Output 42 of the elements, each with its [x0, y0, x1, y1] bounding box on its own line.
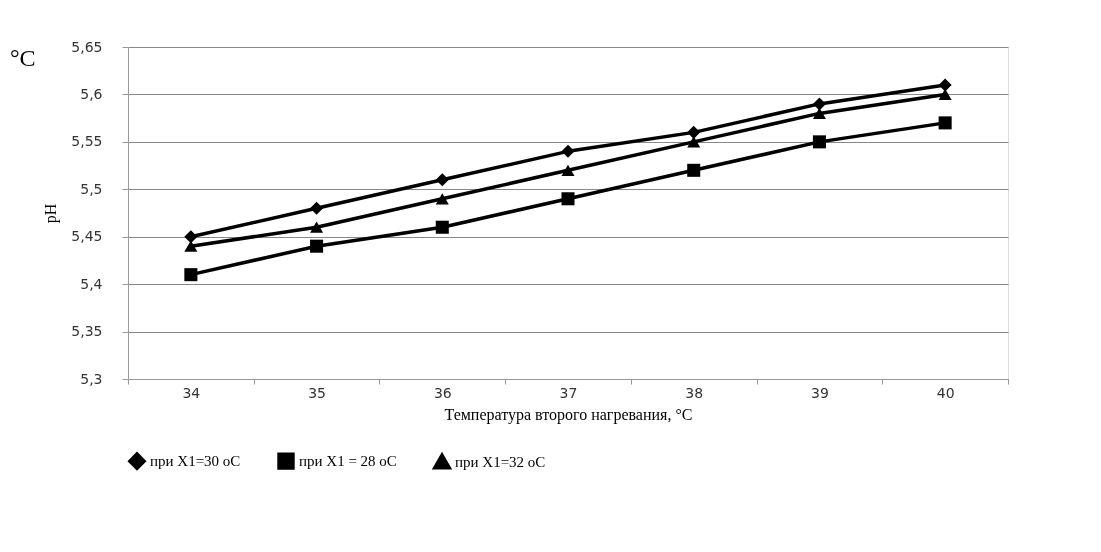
point — [812, 97, 826, 111]
point — [561, 144, 575, 158]
x-tick-label: 38 — [685, 384, 704, 401]
point — [687, 163, 701, 177]
x-tick-label: 39 — [811, 384, 829, 401]
point — [687, 136, 701, 148]
x-tick-label: 34 — [182, 384, 201, 401]
point — [812, 135, 826, 149]
y-tick-label: 5,55 — [71, 133, 103, 150]
point — [561, 192, 575, 206]
x-tick-label: 40 — [936, 384, 955, 401]
y-tick-label: 5,45 — [71, 228, 103, 245]
point — [184, 240, 198, 252]
point — [435, 173, 449, 187]
x-tick-label: 36 — [433, 384, 452, 401]
legend-label: при Х1=30 оС — [150, 453, 241, 470]
x-axis-title: Температура второго нагревания, °C — [444, 405, 693, 424]
x-tick-label: 37 — [559, 384, 578, 401]
point — [435, 193, 449, 205]
point — [687, 125, 701, 139]
point — [184, 268, 198, 282]
point — [310, 221, 324, 233]
x-tick-label: 35 — [308, 384, 326, 401]
y-tick-label: 5,35 — [71, 323, 103, 340]
point — [435, 220, 449, 234]
legend-label: при Х1 = 28 оС — [299, 453, 397, 470]
legend-label: при Х1=32 оС — [455, 453, 546, 470]
point — [310, 201, 324, 215]
y-axis-title: pH — [42, 203, 61, 224]
point — [938, 88, 952, 101]
point — [938, 78, 952, 92]
y-tick-label: 5,4 — [80, 275, 103, 292]
y-tick-label: 5,6 — [80, 85, 103, 102]
point — [812, 107, 826, 120]
point — [184, 230, 198, 244]
y-tick-label: 5,65 — [71, 38, 103, 55]
y-tick-label: 5,3 — [80, 370, 103, 387]
y-tick-label: 5,5 — [80, 180, 103, 197]
text: °C — [10, 45, 36, 71]
point — [561, 164, 575, 176]
point — [938, 116, 952, 130]
point — [310, 239, 324, 253]
